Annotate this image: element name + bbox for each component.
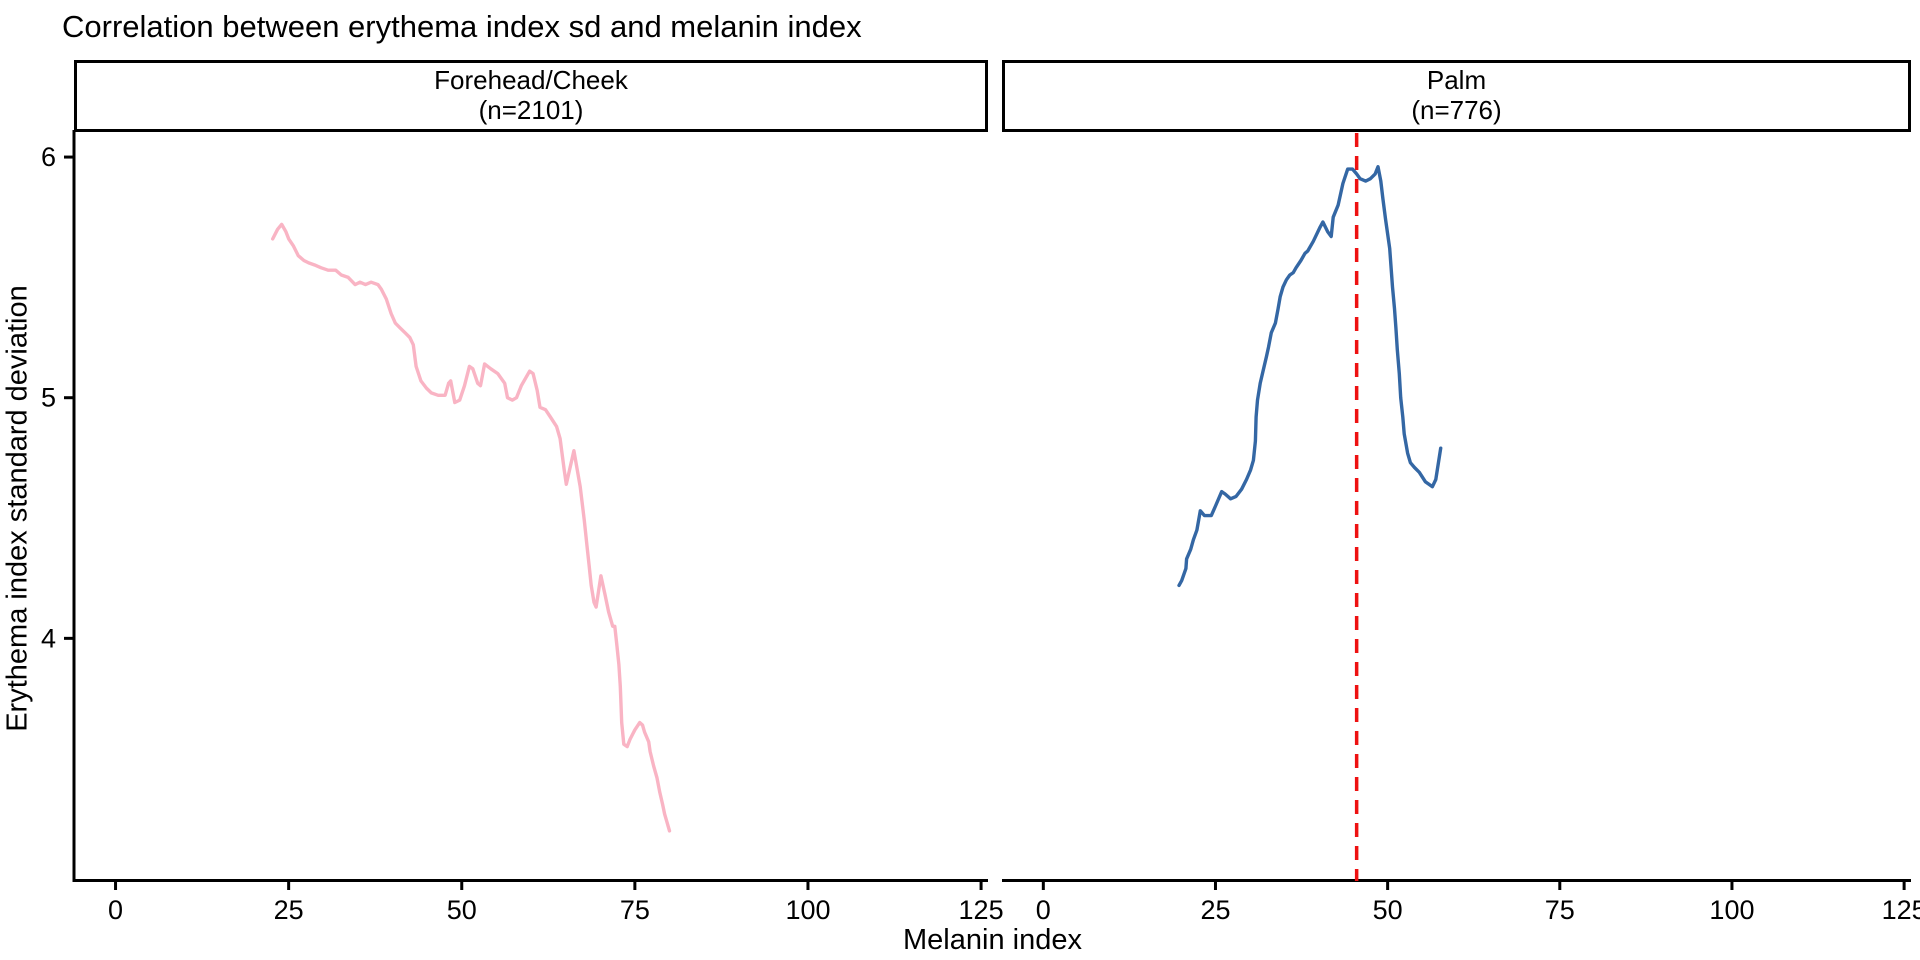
- x-tick-label: 100: [1709, 895, 1754, 925]
- x-tick-label: 25: [274, 895, 304, 925]
- series-line-palm: [1177, 164, 1443, 588]
- x-tick-label: 125: [1882, 895, 1920, 925]
- y-axis-label: Erythema index standard deviation: [1, 285, 34, 732]
- x-tick-label: 25: [1200, 895, 1230, 925]
- facet-strip-count: (n=2101): [478, 95, 584, 125]
- y-tick-label: 4: [41, 623, 56, 653]
- facet-strip-palm: Palm (n=776): [1002, 60, 1911, 132]
- facet-strip-count: (n=776): [1411, 95, 1502, 125]
- chart-title: Correlation between erythema index sd an…: [62, 9, 862, 44]
- x-axis-label: Melanin index: [903, 924, 1082, 956]
- x-tick-label: 75: [620, 895, 650, 925]
- x-tick-label: 0: [1036, 895, 1051, 925]
- facet-strip-forehead-cheek: Forehead/Cheek (n=2101): [74, 60, 988, 132]
- y-tick-label: 5: [41, 383, 56, 413]
- x-tick-label: 75: [1545, 895, 1575, 925]
- x-tick-label: 0: [108, 895, 123, 925]
- x-tick-label: 100: [785, 895, 830, 925]
- x-tick-label: 125: [959, 895, 1004, 925]
- series-line-forehead-cheek: [271, 222, 672, 833]
- y-tick-label: 6: [41, 142, 56, 172]
- x-tick-label: 50: [1373, 895, 1403, 925]
- facet-strip-label: Palm: [1426, 65, 1487, 96]
- facet-strip-label: Forehead/Cheek: [434, 65, 628, 96]
- x-tick-label: 50: [447, 895, 477, 925]
